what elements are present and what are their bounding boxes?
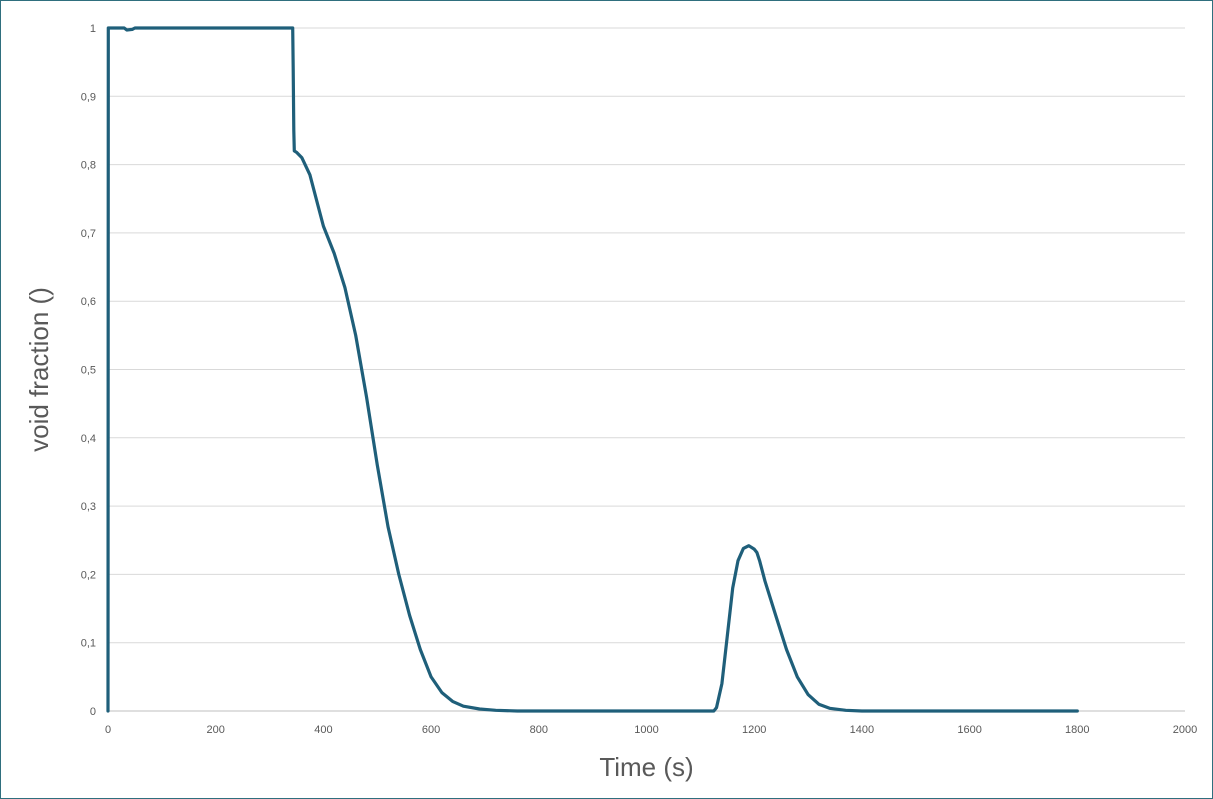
y-tick-label: 1 (90, 23, 96, 35)
y-tick-label: 0,4 (81, 433, 96, 445)
y-tick-label: 0,3 (81, 501, 96, 513)
x-tick-label: 1400 (850, 724, 874, 736)
x-tick-label: 1800 (1065, 724, 1089, 736)
y-axis-ticks: 0 0,1 0,2 0,3 0,4 0,5 0,6 0,7 0,8 0,9 1 (81, 23, 96, 718)
series-line-0 (106, 26, 1079, 713)
x-tick-label: 2000 (1173, 724, 1197, 736)
x-tick-label: 1200 (742, 724, 766, 736)
x-axis-title: Time (s) (599, 752, 693, 782)
series-layer (106, 26, 1079, 713)
y-tick-label: 0,6 (81, 296, 96, 308)
y-tick-label: 0,5 (81, 365, 96, 377)
x-tick-label: 200 (207, 724, 225, 736)
x-tick-label: 400 (314, 724, 332, 736)
gridlines (108, 27, 1185, 644)
x-tick-label: 800 (530, 724, 548, 736)
x-tick-label: 0 (105, 724, 111, 736)
y-tick-label: 0,7 (81, 228, 96, 240)
y-axis-title: void fraction () (24, 287, 54, 452)
x-tick-label: 1600 (957, 724, 981, 736)
y-tick-label: 0 (90, 706, 96, 718)
y-tick-label: 0,9 (81, 91, 96, 103)
y-tick-label: 0,1 (81, 638, 96, 650)
x-axis-ticks: 0 200 400 600 800 1000 1200 1400 1600 1800 2000 (105, 724, 1197, 736)
y-tick-label: 0,2 (81, 569, 96, 581)
x-tick-label: 1000 (634, 724, 658, 736)
y-tick-label: 0,8 (81, 160, 96, 172)
x-tick-label: 600 (422, 724, 440, 736)
